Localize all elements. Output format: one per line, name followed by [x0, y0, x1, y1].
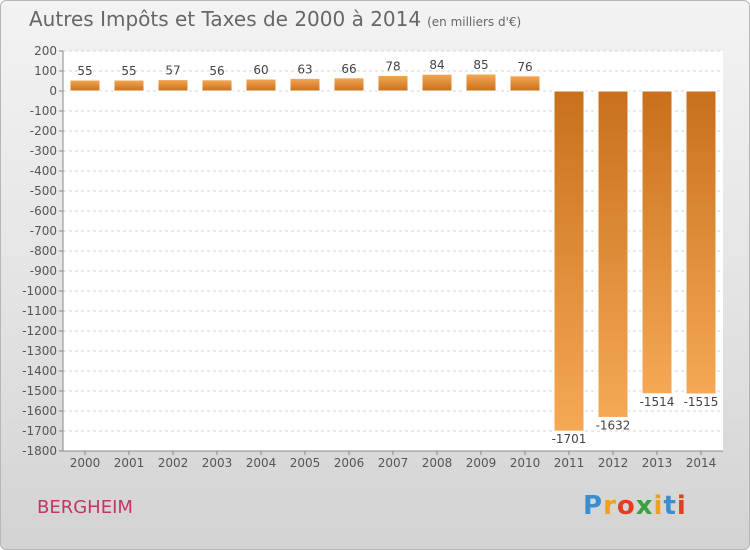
bar [69, 79, 101, 92]
x-tick-label: 2008 [422, 456, 453, 470]
y-tick-label: -1800 [22, 444, 57, 458]
logo-letter: x [635, 491, 654, 521]
bar [641, 90, 673, 395]
bar [421, 73, 453, 92]
x-tick-label: 2011 [554, 456, 585, 470]
bar-value-label: 85 [473, 58, 488, 72]
x-tick-label: 2004 [246, 456, 277, 470]
y-tick-label: 100 [34, 64, 57, 78]
bar-value-label: 55 [77, 64, 92, 78]
y-tick-label: -1700 [22, 424, 57, 438]
y-tick-label: -600 [30, 204, 57, 218]
y-tick-label: -100 [30, 104, 57, 118]
logo-letter: t [663, 491, 677, 521]
bar-value-label: 63 [297, 62, 312, 76]
y-tick-label: -1100 [22, 304, 57, 318]
x-tick-label: 2000 [70, 456, 101, 470]
bar-value-label: -1701 [552, 432, 587, 446]
y-tick-label: -200 [30, 124, 57, 138]
y-tick-label: 200 [34, 44, 57, 58]
bar-value-label: -1632 [596, 418, 631, 432]
chart-title-unit: (en milliers d'€) [427, 15, 522, 29]
bar-value-label: 57 [165, 64, 180, 78]
y-tick-label: -1300 [22, 344, 57, 358]
bar-value-label: 55 [121, 64, 136, 78]
proxiti-logo[interactable]: Proxiti [583, 491, 687, 521]
bar-value-label: 60 [253, 63, 268, 77]
y-tick-label: -1400 [22, 364, 57, 378]
x-tick-label: 2007 [378, 456, 409, 470]
x-tick-label: 2014 [686, 456, 717, 470]
bar [509, 75, 541, 92]
y-tick-label: -400 [30, 164, 57, 178]
bar [113, 79, 145, 92]
x-tick-label: 2010 [510, 456, 541, 470]
x-tick-label: 2005 [290, 456, 321, 470]
x-tick-label: 2002 [158, 456, 189, 470]
bar [553, 90, 585, 432]
chart-title-main: Autres Impôts et Taxes de 2000 à 2014 [29, 7, 422, 31]
bar-value-label: 76 [517, 60, 532, 74]
logo-letter: r [603, 491, 617, 521]
logo-letter: o [616, 491, 636, 521]
bar [289, 77, 321, 92]
x-tick-label: 2001 [114, 456, 145, 470]
y-tick-label: -900 [30, 264, 57, 278]
y-tick-label: -800 [30, 244, 57, 258]
bar [333, 77, 365, 92]
bar [157, 79, 189, 92]
y-tick-label: -500 [30, 184, 57, 198]
bar [597, 90, 629, 418]
bar-value-label: 66 [341, 62, 356, 76]
bar-value-label: -1515 [684, 395, 719, 409]
bar [245, 78, 277, 92]
x-tick-label: 2012 [598, 456, 629, 470]
y-tick-label: 0 [49, 84, 57, 98]
x-tick-label: 2006 [334, 456, 365, 470]
y-tick-label: -1200 [22, 324, 57, 338]
bar [465, 73, 497, 92]
y-tick-label: -700 [30, 224, 57, 238]
x-tick-label: 2009 [466, 456, 497, 470]
y-tick-label: -1500 [22, 384, 57, 398]
bar-value-label: -1514 [640, 395, 675, 409]
bar-value-label: 78 [385, 59, 400, 73]
bar-value-label: 84 [429, 58, 444, 72]
bar [685, 90, 717, 395]
logo-letter: i [676, 491, 687, 521]
y-tick-label: -1000 [22, 284, 57, 298]
logo-letter: P [583, 491, 604, 521]
y-tick-label: -300 [30, 144, 57, 158]
town-name: BERGHEIM [37, 497, 133, 518]
x-tick-label: 2013 [642, 456, 673, 470]
bar-value-label: 56 [209, 64, 224, 78]
y-tick-label: -1600 [22, 404, 57, 418]
bar [377, 74, 409, 92]
chart-title: Autres Impôts et Taxes de 2000 à 2014 (en… [29, 7, 521, 31]
logo-letter: i [653, 491, 664, 521]
x-tick-label: 2003 [202, 456, 233, 470]
bar [201, 79, 233, 92]
